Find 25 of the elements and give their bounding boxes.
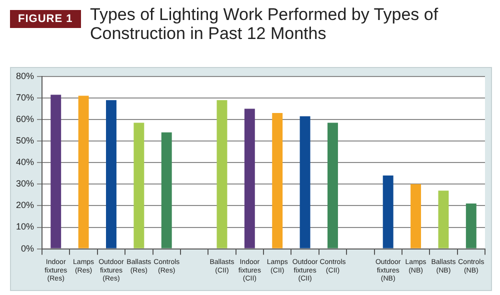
bar: [216, 100, 228, 248]
bar: [50, 94, 62, 248]
bar: [466, 204, 476, 248]
y-tick-label: 60%: [16, 114, 34, 124]
y-tick-label: 30%: [16, 178, 34, 189]
bar: [134, 122, 144, 248]
bar: [410, 184, 422, 248]
bar: [438, 190, 449, 248]
bar: [272, 113, 283, 248]
bar: [78, 96, 89, 248]
bar: [244, 108, 255, 248]
bar: [382, 176, 394, 248]
y-tick-label: 80%: [16, 70, 34, 81]
y-tick-label: 20%: [16, 200, 34, 210]
bar: [161, 132, 172, 248]
y-tick-label: 40%: [16, 157, 34, 168]
chart-title: Types of Lighting Work Performed by Types of Construction in Past 12 Months: [90, 5, 440, 43]
bar: [327, 122, 338, 248]
y-tick-label: 10%: [16, 222, 34, 232]
bar: [106, 100, 116, 248]
bar: [300, 116, 310, 248]
y-tick-label: 50%: [16, 136, 34, 146]
caption: FIGURE 1: [10, 10, 81, 28]
y-tick-label: 0%: [21, 243, 34, 254]
y-tick-label: 70%: [16, 92, 34, 102]
